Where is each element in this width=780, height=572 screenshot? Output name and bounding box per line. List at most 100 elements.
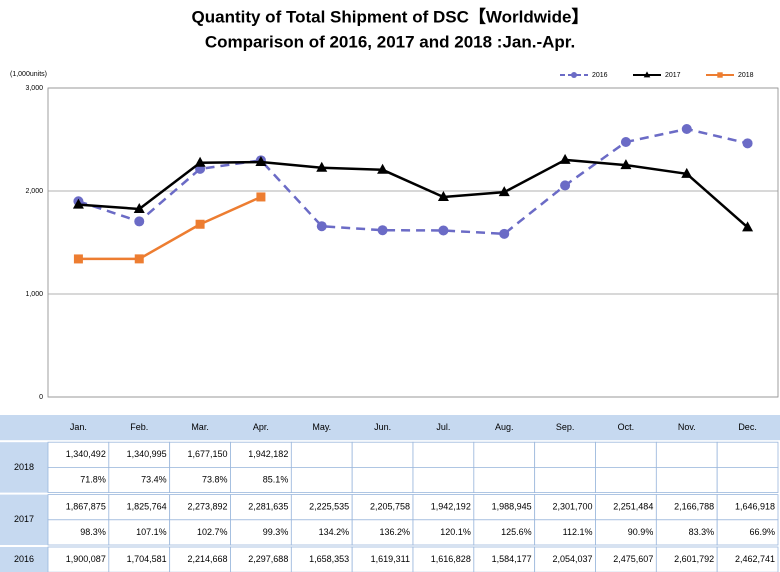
table-cell-text: 83.3% bbox=[689, 527, 715, 537]
table-cell-text: 136.2% bbox=[379, 527, 410, 537]
table-cell-text: 99.3% bbox=[263, 527, 289, 537]
plot-frame bbox=[47, 87, 779, 398]
legend-marker bbox=[717, 72, 723, 78]
table-cell bbox=[412, 466, 475, 493]
data-point bbox=[620, 159, 632, 170]
table-cell-text: 90.9% bbox=[628, 527, 654, 537]
table-cell-text: 1,867,875 bbox=[66, 502, 106, 512]
table-cell-text: 1,646,918 bbox=[735, 502, 775, 512]
table-column-header: Jul. bbox=[436, 422, 450, 432]
table-cell bbox=[108, 519, 171, 546]
table-cell bbox=[108, 494, 171, 521]
table-cell bbox=[169, 441, 231, 468]
table-cell-text: 2,462,741 bbox=[735, 554, 775, 564]
table-cell-text: 2,205,758 bbox=[370, 502, 410, 512]
table-cell bbox=[473, 466, 536, 493]
series-line bbox=[78, 158, 749, 229]
chart-title: Quantity of Total Shipment of DSC【Worldw… bbox=[192, 6, 589, 26]
data-point bbox=[681, 167, 693, 178]
table-cell-text: 1,616,828 bbox=[431, 554, 471, 564]
table-column-header: Aug. bbox=[495, 422, 514, 432]
table-cell bbox=[47, 546, 110, 572]
data-point bbox=[134, 254, 144, 264]
legend-marker bbox=[643, 71, 651, 78]
data-point bbox=[498, 186, 510, 197]
table-cell bbox=[595, 441, 657, 468]
table-cell-text: 1,340,995 bbox=[127, 449, 167, 459]
table-cell bbox=[230, 494, 292, 521]
table-cell-text: 2,297,688 bbox=[248, 554, 288, 564]
table-cell bbox=[473, 441, 536, 468]
y-tick-label: 0 bbox=[39, 394, 43, 401]
table-year-cell bbox=[0, 547, 48, 572]
table-cell bbox=[595, 546, 657, 572]
table-cell-text: 66.9% bbox=[749, 527, 775, 537]
data-point bbox=[438, 225, 449, 236]
table-cell bbox=[473, 519, 536, 546]
table-column-header: Sep. bbox=[556, 422, 575, 432]
table-cell-text: 125.6% bbox=[501, 527, 532, 537]
table-cell bbox=[655, 519, 718, 546]
table-cell bbox=[655, 546, 718, 572]
table-cell-text: 2,301,700 bbox=[552, 502, 592, 512]
table-cell bbox=[351, 441, 414, 468]
table-column-header: Oct. bbox=[618, 422, 635, 432]
data-point bbox=[316, 221, 327, 232]
table-cell bbox=[716, 494, 779, 521]
data-point bbox=[316, 161, 328, 172]
y-tick-label: 1,000 bbox=[25, 291, 43, 298]
table-cell bbox=[47, 466, 110, 493]
table-cell-text: 1,340,492 bbox=[66, 449, 106, 459]
table-cell-text: 134.2% bbox=[319, 527, 350, 537]
table-cell-text: 120.1% bbox=[440, 527, 471, 537]
table-cell bbox=[351, 466, 414, 493]
legend-label: 2018 bbox=[738, 72, 754, 79]
table-cell-text: 1,677,150 bbox=[187, 449, 227, 459]
data-point bbox=[437, 190, 449, 201]
series-line bbox=[78, 127, 748, 236]
y-tick-label: 3,000 bbox=[25, 85, 43, 92]
table-cell bbox=[230, 519, 292, 546]
table-cell bbox=[716, 441, 779, 468]
table-cell-text: 107.1% bbox=[136, 527, 167, 537]
table-cell-text: 1,988,945 bbox=[492, 502, 532, 512]
table-cell bbox=[412, 441, 475, 468]
table-cell-text: 2,166,788 bbox=[674, 502, 714, 512]
table-cell bbox=[473, 494, 536, 521]
table-cell-text: 1,825,764 bbox=[127, 502, 167, 512]
data-point bbox=[256, 192, 266, 202]
table-cell bbox=[290, 546, 353, 572]
table-cell bbox=[108, 466, 171, 493]
data-point bbox=[194, 156, 206, 167]
table-cell bbox=[290, 466, 353, 493]
table-cell bbox=[169, 519, 231, 546]
table-header-bg bbox=[0, 415, 780, 441]
table-cell bbox=[655, 466, 718, 493]
table-cell bbox=[716, 546, 779, 572]
data-point bbox=[134, 216, 145, 227]
table-year-cell bbox=[0, 442, 48, 493]
table-cell bbox=[351, 519, 414, 546]
table-cell-text: 112.1% bbox=[563, 527, 593, 537]
table-cell-text: 2,054,037 bbox=[552, 554, 592, 564]
table-cell bbox=[655, 441, 718, 468]
y-axis-label: (1,000units) bbox=[10, 71, 47, 78]
table-cell-text: 1,942,182 bbox=[248, 449, 288, 459]
table-cell-text: 2,281,635 bbox=[248, 502, 288, 512]
table-column-header: Feb. bbox=[130, 422, 148, 432]
table-cell bbox=[169, 494, 231, 521]
table-cell-text: 2,214,668 bbox=[187, 554, 227, 564]
legend-label: 2017 bbox=[665, 72, 681, 79]
series-line bbox=[78, 195, 262, 261]
table-cell bbox=[473, 546, 536, 572]
table-cell-text: 1,584,177 bbox=[492, 554, 532, 564]
legend-label: 2016 bbox=[592, 72, 608, 79]
table-cell bbox=[230, 546, 292, 572]
table-cell-text: 1,704,581 bbox=[127, 554, 167, 564]
data-point bbox=[499, 228, 510, 239]
table-cell-text: 2,601,792 bbox=[674, 554, 714, 564]
table-cell bbox=[169, 466, 231, 493]
table-row-header: 2017 bbox=[14, 514, 34, 524]
table-cell bbox=[534, 466, 596, 493]
